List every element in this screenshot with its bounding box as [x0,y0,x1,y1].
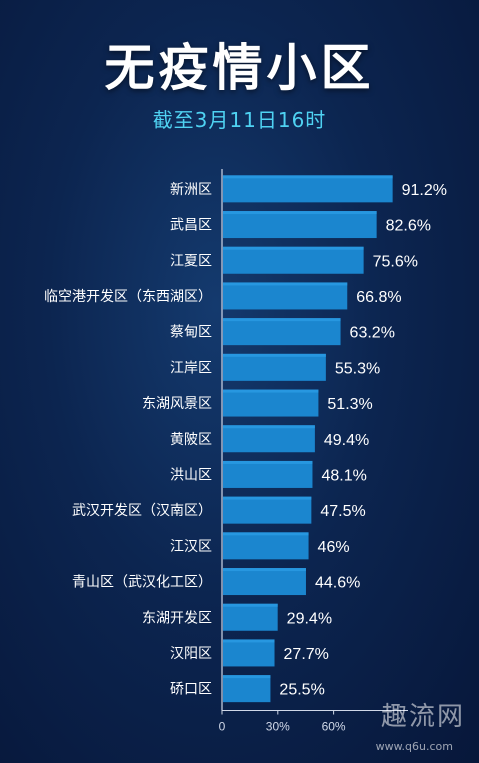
value-label: 25.5% [279,682,324,699]
category-label: 硚口区 [170,682,212,698]
value-label: 47.5% [320,503,365,520]
bar [223,353,326,381]
value-label: 49.4% [324,432,369,449]
watermark-logo: 趣流网 [380,702,465,732]
bar-highlight [223,568,306,572]
bar-highlight [223,246,364,250]
bar-highlight [223,282,348,286]
bar-highlight [223,639,275,643]
category-label: 蔡甸区 [170,325,212,341]
bar-highlight [223,675,271,679]
value-label: 82.6% [386,218,431,235]
chart-title: 无疫情小区 [104,39,375,97]
value-label: 91.2% [402,182,447,199]
value-label: 55.3% [335,360,380,377]
bar [223,389,319,417]
bar-highlight [223,460,313,464]
value-label: 66.8% [356,289,401,306]
bar-highlight [223,211,377,215]
category-label: 洪山区 [170,467,212,483]
bar-highlight [223,532,309,536]
bar [223,675,271,703]
watermark-url: www.q6u.com [375,740,453,753]
category-label: 东湖开发区 [142,610,212,626]
category-label: 临空港开发区（东西湖区） [44,289,212,305]
category-label: 武汉开发区（汉南区） [72,503,212,519]
category-label: 武昌区 [170,218,212,234]
value-label: 51.3% [327,396,372,413]
bar-highlight [223,496,312,500]
category-label: 汉阳区 [170,646,212,662]
bar [223,425,315,453]
bar-highlight [223,603,278,607]
value-label: 29.4% [287,610,332,627]
x-tick-label: 60% [322,720,346,734]
bar-highlight [223,425,315,429]
category-label: 新洲区 [170,182,212,198]
bar [223,532,309,560]
category-label: 青山区（武汉化工区） [72,575,212,591]
category-label: 东湖风景区 [142,396,212,412]
value-label: 63.2% [350,325,395,342]
bar [223,318,341,346]
bar [223,639,275,667]
value-label: 48.1% [321,467,366,484]
bar [223,603,278,631]
bar-highlight [223,353,326,357]
bar [223,496,312,524]
bar [223,460,313,488]
bar [223,246,364,274]
category-label: 江夏区 [170,253,212,269]
category-label: 江汉区 [170,539,212,555]
bar [223,211,377,239]
chart-subtitle: 截至3月11日16时 [152,108,327,132]
x-tick-label: 30% [266,720,290,734]
x-tick-label: 0 [219,720,226,734]
category-label: 黄陂区 [170,431,212,448]
value-label: 46% [318,539,350,556]
bar [223,282,348,310]
value-label: 44.6% [315,575,360,592]
bar [223,568,306,596]
bar-highlight [223,175,393,179]
value-label: 27.7% [284,646,329,663]
bar [223,175,393,203]
category-label: 江岸区 [170,360,212,376]
value-label: 75.6% [373,253,418,270]
bar-highlight [223,389,319,393]
bar-highlight [223,318,341,322]
